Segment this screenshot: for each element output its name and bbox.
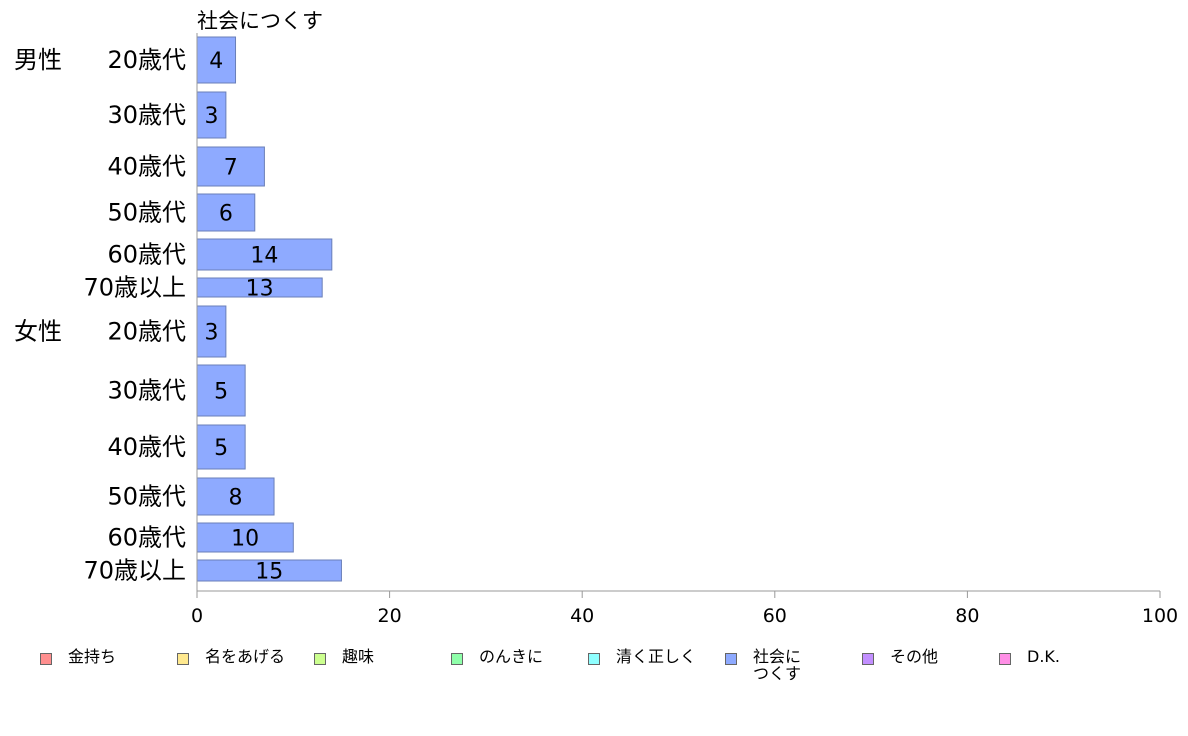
legend-item: 社会に つくす	[725, 648, 801, 682]
bar	[196, 36, 237, 84]
legend-swatch	[862, 653, 874, 665]
bar	[196, 305, 227, 358]
legend-label: 社会に つくす	[753, 647, 802, 683]
legend-item: その他	[862, 648, 938, 665]
data-label: 6	[219, 202, 233, 227]
group-label: 女性	[14, 318, 62, 346]
legend-label: のんきに	[479, 647, 544, 666]
x-tick-label: 20	[378, 605, 402, 627]
data-label: 5	[214, 380, 228, 405]
category-label: 70歳以上	[83, 557, 186, 585]
category-label: 50歳代	[107, 199, 186, 227]
legend-swatch	[40, 653, 52, 665]
data-label: 8	[229, 486, 243, 511]
category-label: 30歳代	[107, 101, 186, 129]
bar	[196, 146, 265, 187]
bar	[196, 477, 275, 516]
chart-title: 社会につくす	[197, 9, 323, 33]
x-tick-label: 80	[955, 605, 979, 627]
legend-swatch	[725, 653, 737, 665]
data-label: 3	[204, 321, 218, 346]
category-label: 20歳代	[107, 318, 186, 346]
legend-label: 清く正しく	[616, 647, 697, 666]
bar	[196, 364, 246, 417]
x-tick-label: 40	[570, 605, 594, 627]
category-label: 70歳以上	[83, 274, 186, 302]
bar	[196, 238, 333, 271]
data-label: 7	[224, 156, 238, 181]
legend-label: その他	[890, 647, 939, 666]
category-label: 60歳代	[107, 241, 186, 269]
legend-label: 金持ち	[68, 647, 117, 666]
legend-swatch	[588, 653, 600, 665]
legend-swatch	[314, 653, 326, 665]
bar	[196, 193, 256, 232]
legend-label: 名をあげる	[205, 647, 286, 666]
data-label: 10	[231, 527, 259, 552]
legend-item: D.K.	[999, 648, 1060, 665]
legend-item: 金持ち	[40, 648, 116, 665]
bar	[196, 522, 294, 553]
legend-item: のんきに	[451, 648, 543, 665]
data-label: 13	[246, 277, 274, 302]
legend-label: 趣味	[342, 647, 375, 666]
category-label: 50歳代	[107, 483, 186, 511]
category-label: 40歳代	[107, 153, 186, 181]
legend-item: 趣味	[314, 648, 374, 665]
group-label: 男性	[14, 46, 62, 74]
x-tick-label: 0	[191, 605, 203, 627]
category-label: 40歳代	[107, 433, 186, 461]
category-label: 20歳代	[107, 46, 186, 74]
legend-swatch	[999, 653, 1011, 665]
data-label: 15	[255, 560, 283, 585]
legend-swatch	[451, 653, 463, 665]
legend-label: D.K.	[1027, 647, 1060, 666]
data-label: 14	[250, 244, 278, 269]
x-tick-label: 60	[763, 605, 787, 627]
data-label: 3	[204, 104, 218, 129]
category-label: 60歳代	[107, 524, 186, 552]
category-label: 30歳代	[107, 377, 186, 405]
bar	[196, 91, 227, 139]
data-label: 5	[214, 436, 228, 461]
data-label: 4	[209, 49, 223, 74]
bar	[196, 424, 246, 470]
x-tick-label: 100	[1142, 605, 1178, 627]
legend-item: 清く正しく	[588, 648, 696, 665]
legend-swatch	[177, 653, 189, 665]
legend-item: 名をあげる	[177, 648, 285, 665]
